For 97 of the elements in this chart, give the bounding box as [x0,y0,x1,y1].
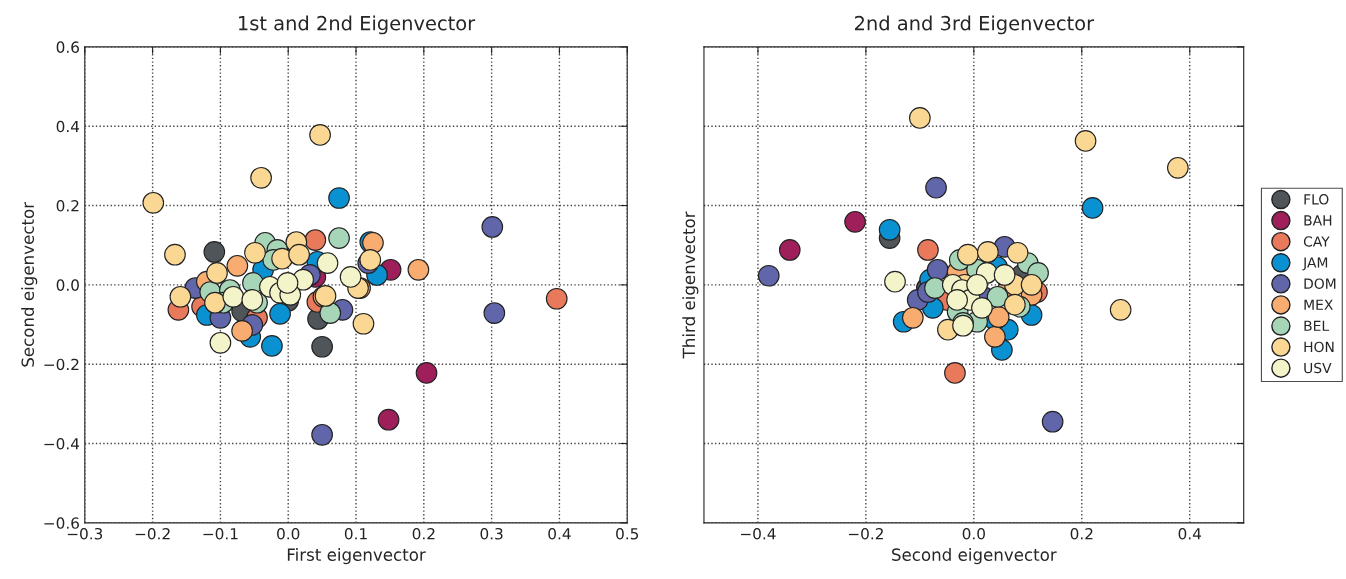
point [142,191,165,214]
point [987,306,1010,328]
point [311,335,333,358]
point [878,218,901,241]
point [415,362,438,384]
point [993,264,1016,286]
legend-label: JAM [1302,257,1328,271]
point [966,274,988,296]
point [1074,130,1097,152]
legend-label: BEL [1304,320,1330,331]
point [231,320,253,342]
point [944,362,966,384]
x-tick-label: 0.0 [962,527,985,540]
point [328,187,350,209]
legend-label: BAH [1304,215,1332,226]
point [925,176,947,199]
point [304,229,327,251]
point [977,241,999,263]
point [884,270,906,293]
point [971,297,993,319]
point [261,335,283,357]
point [778,239,801,261]
point [204,291,226,314]
point [481,216,504,238]
point [1081,197,1104,219]
point [917,239,939,261]
point [269,302,291,325]
point [328,227,350,249]
x-tick-label: 0.4 [548,527,571,540]
x-tick-label: −0.1 [203,527,238,540]
chart-title: 2nd and 3rd Eigenvector [854,15,1095,35]
y-axis-title: Third eigenvector [682,211,699,359]
point [311,423,333,446]
point [1109,298,1132,321]
point [1006,241,1029,264]
point [924,277,946,299]
point [222,285,245,308]
point [844,210,866,233]
point [250,166,272,189]
point [271,247,293,270]
point [407,258,430,281]
point [226,254,249,277]
point [309,124,331,146]
point [288,243,310,266]
point [276,272,299,294]
legend-label: USV [1304,362,1332,374]
point [164,243,186,266]
point [1003,293,1026,316]
x-axis-title: First eigenvector [287,548,426,565]
point [319,302,342,324]
point [241,289,264,311]
point [909,107,931,129]
x-tick-label: −0.4 [741,527,776,540]
point [339,266,362,288]
x-tick-label: −0.2 [135,527,170,540]
x-tick-label: 0.1 [344,527,367,540]
point [203,241,226,263]
point [901,306,924,329]
y-tick-label: 0.4 [56,120,80,133]
chart-title: 1st and 2nd Eigenvector [239,15,476,35]
point [545,287,568,310]
x-tick-label: −0.2 [848,527,883,540]
x-axis-title: Second eigenvector [892,548,1057,565]
legend-label: MEX [1304,299,1333,310]
point [1020,274,1043,296]
point [316,252,339,274]
point [209,331,232,354]
x-tick-label: 0.3 [480,527,503,540]
x-tick-label: 0.2 [1070,527,1093,540]
legend-label: FLO [1304,194,1329,205]
point [1167,157,1189,179]
point [926,258,949,281]
y-tick-label: −0.2 [44,358,79,371]
point [352,312,375,335]
point [483,302,506,324]
x-tick-label: 0.2 [412,527,435,540]
legend-label: DOM [1304,278,1336,289]
point [757,264,780,287]
point [957,243,979,266]
legend-label: HON [1304,341,1334,353]
point [244,241,266,264]
y-tick-label: 0.0 [56,279,79,291]
x-tick-label: 0.5 [616,527,639,540]
x-tick-label: 0.0 [277,527,300,540]
y-axis-title: Second eigenvector [21,201,38,367]
y-tick-label: −0.4 [44,437,80,450]
legend-label: CAY [1303,236,1330,247]
point [946,289,968,311]
point [377,408,400,431]
point [206,262,228,284]
point [169,285,192,308]
y-tick-label: 0.6 [56,41,79,53]
point [1041,410,1064,433]
x-tick-label: 0.4 [1178,527,1202,540]
y-tick-label: 0.2 [56,200,79,212]
y-tick-label: −0.6 [44,517,79,529]
point [984,325,1006,348]
